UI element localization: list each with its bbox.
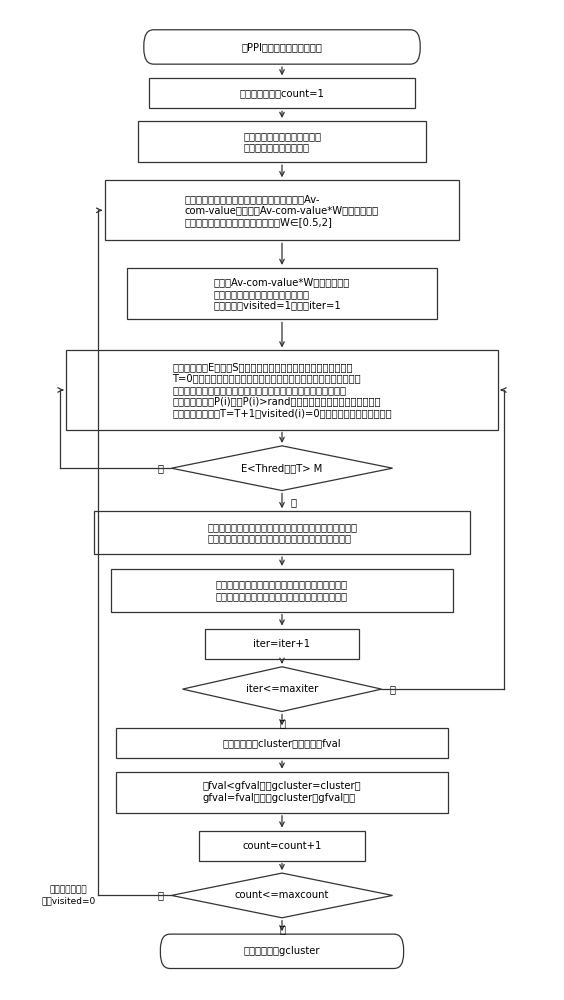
Text: 根据聚类结果cluster计算适应度fval: 根据聚类结果cluster计算适应度fval <box>223 738 341 748</box>
Text: 是: 是 <box>157 890 163 900</box>
FancyBboxPatch shape <box>127 268 437 319</box>
FancyBboxPatch shape <box>111 569 453 612</box>
FancyBboxPatch shape <box>67 350 497 430</box>
Text: 设置参数，并令count=1: 设置参数，并令count=1 <box>240 88 324 98</box>
FancyBboxPatch shape <box>149 78 415 108</box>
Polygon shape <box>171 446 393 491</box>
Text: 将PPI网络转化成无向加权图: 将PPI网络转化成无向加权图 <box>241 42 323 52</box>
FancyBboxPatch shape <box>116 728 448 758</box>
FancyBboxPatch shape <box>116 772 448 813</box>
Text: 若fval<gfval，则gcluster=cluster，
gfval=fval，否则gcluster，gfval不变: 若fval<gfval，则gcluster=cluster， gfval=fva… <box>202 781 362 803</box>
Text: 给蜂后的能量E和速度S赋初值，并令蜂后与雄蜂交配成功的计数器
T=0，将雄蜂结点按照该雄蜂结点与蜂后结点的改进的边的聚集系数
降序排列，排序后的雄蜂依次与蜂后进: 给蜂后的能量E和速度S赋初值，并令蜂后与雄蜂交配成功的计数器 T=0，将雄蜂结点… <box>172 362 392 418</box>
Polygon shape <box>171 873 393 918</box>
Text: 是: 是 <box>290 497 296 507</box>
Text: 从发育优良的幼蜂结点中选取结点加权网络综合特
征值最大的结点作为新的蜂后，从而更新聚类中心: 从发育优良的幼蜂结点中选取结点加权网络综合特 征值最大的结点作为新的蜂后，从而更… <box>216 579 348 601</box>
Text: E<Thred或者T> M: E<Thred或者T> M <box>241 463 323 473</box>
Text: 否: 否 <box>157 463 163 473</box>
Text: 将蜂后受精囊中每个精子结点的邻接点中结点加权网络综
合特征值最大的结点保存下来作为发育优良的幼蜂结点: 将蜂后受精囊中每个精子结点的邻接点中结点加权网络综 合特征值最大的结点保存下来作… <box>207 522 357 543</box>
Text: 否: 否 <box>279 718 285 728</box>
Text: iter<=maxiter: iter<=maxiter <box>246 684 318 694</box>
FancyBboxPatch shape <box>144 30 420 64</box>
Polygon shape <box>183 667 381 711</box>
FancyBboxPatch shape <box>138 121 426 162</box>
Text: count=count+1: count=count+1 <box>243 841 321 851</box>
Text: iter=iter+1: iter=iter+1 <box>253 639 311 649</box>
Text: 否: 否 <box>279 925 285 935</box>
FancyBboxPatch shape <box>94 511 470 554</box>
Text: 数据预处理：计算结点网络综
合特征值和边的聚集系数: 数据预处理：计算结点网络综 合特征值和边的聚集系数 <box>243 131 321 152</box>
Text: 是: 是 <box>390 684 396 694</box>
Text: count<=maxcount: count<=maxcount <box>235 890 329 900</box>
FancyBboxPatch shape <box>105 180 459 240</box>
FancyBboxPatch shape <box>160 934 404 969</box>
Text: 所有结点的访问
标记visited=0: 所有结点的访问 标记visited=0 <box>42 886 96 905</box>
Text: 从大于Av-com-value*W的结点中随机
选取一个结点作为第一个蜂后，并令
蜂后结点的visited=1，并令iter=1: 从大于Av-com-value*W的结点中随机 选取一个结点作为第一个蜂后，并令… <box>214 277 350 310</box>
Text: 计算所有结点网络综合特征值平均值的平均值Av-
com-value，将大于Av-com-value*W的结点保存起
来作为初始化蜂后的候选结点，其中W∈[0.5: 计算所有结点网络综合特征值平均值的平均值Av- com-value，将大于Av-… <box>185 194 379 227</box>
Text: 输出聚类结果gcluster: 输出聚类结果gcluster <box>244 946 320 956</box>
FancyBboxPatch shape <box>199 831 365 861</box>
FancyBboxPatch shape <box>205 629 359 659</box>
